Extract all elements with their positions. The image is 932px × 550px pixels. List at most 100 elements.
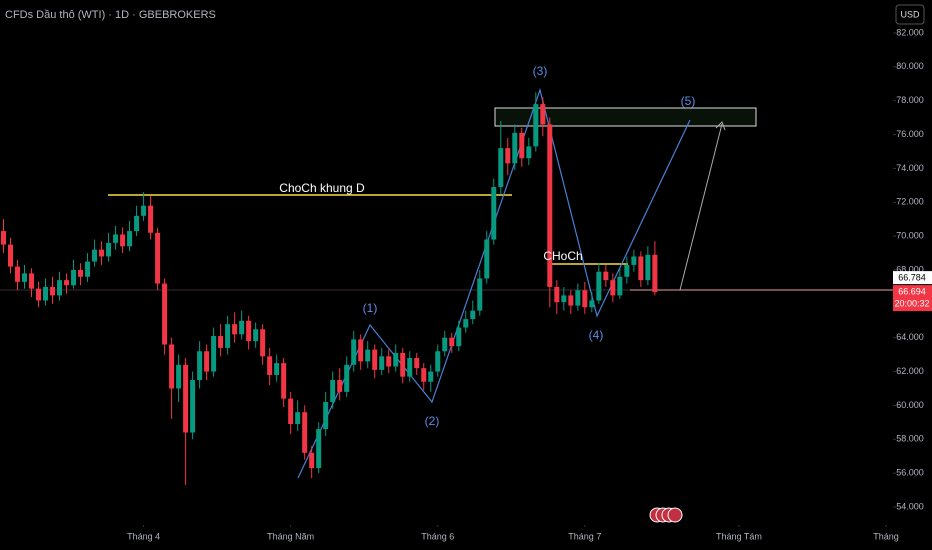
target-zone bbox=[494, 107, 757, 127]
candle-body bbox=[344, 364, 350, 392]
candle-body bbox=[505, 148, 511, 164]
candle-body bbox=[169, 344, 175, 389]
candle-body bbox=[148, 205, 154, 233]
y-tick-label: 76.000 bbox=[896, 129, 924, 139]
candle-body bbox=[519, 132, 525, 159]
candle-body bbox=[568, 295, 574, 306]
candle-body bbox=[29, 273, 35, 289]
candle-body bbox=[435, 351, 441, 372]
candle-body bbox=[386, 356, 392, 367]
wave-label: (2) bbox=[425, 414, 440, 428]
candle-body bbox=[309, 452, 315, 469]
candle-body bbox=[603, 271, 609, 281]
last-price-label: 66.694 bbox=[898, 286, 926, 296]
currency-button[interactable] bbox=[895, 4, 925, 25]
candle-body bbox=[582, 290, 588, 308]
y-tick-label: 78.000 bbox=[896, 95, 924, 105]
candle-body bbox=[176, 364, 182, 389]
candle-body bbox=[337, 380, 343, 392]
candle-body bbox=[456, 327, 462, 347]
candle-body bbox=[470, 310, 476, 320]
candle-body bbox=[610, 280, 616, 296]
candle-body bbox=[183, 364, 189, 433]
wave-label: (3) bbox=[533, 64, 548, 78]
y-tick-label: 72.000 bbox=[896, 197, 924, 207]
candle-body bbox=[624, 264, 630, 277]
projection-arrow bbox=[679, 123, 723, 291]
candle-body bbox=[512, 132, 518, 164]
candle-body bbox=[316, 429, 322, 469]
candle-body bbox=[463, 319, 469, 328]
candle-body bbox=[645, 254, 651, 281]
candle-body bbox=[120, 234, 126, 247]
y-tick-label: 60.000 bbox=[896, 400, 924, 410]
candle-body bbox=[414, 358, 420, 369]
y-tick-label: 64.000 bbox=[896, 332, 924, 342]
candle-body bbox=[43, 286, 49, 301]
candle-body bbox=[484, 239, 490, 279]
annotation: CHoCh bbox=[543, 249, 582, 263]
candle-body bbox=[239, 320, 245, 335]
candle-body bbox=[526, 146, 532, 159]
candle-body bbox=[330, 380, 336, 403]
candle-body bbox=[596, 271, 602, 301]
candle-body bbox=[1, 231, 7, 245]
candle-body bbox=[22, 273, 28, 282]
candle-body bbox=[617, 276, 623, 296]
candle-body bbox=[589, 300, 595, 308]
candle-body bbox=[267, 356, 273, 375]
last-price-box bbox=[893, 285, 932, 312]
candle-body bbox=[295, 412, 301, 425]
countdown: 20:00:32 bbox=[894, 298, 929, 308]
candle-body bbox=[141, 205, 147, 216]
candle-body bbox=[631, 256, 637, 265]
y-tick-label: 68.000 bbox=[896, 264, 924, 274]
candle-body bbox=[92, 249, 98, 262]
x-tick-label: Tháng 7 bbox=[568, 531, 601, 541]
chart-title: CFDs Dầu thô (WTI) · 1D · GBEBROKERS bbox=[5, 9, 216, 21]
candle-body bbox=[50, 286, 56, 296]
candle-body bbox=[442, 337, 448, 352]
candle-body bbox=[575, 290, 581, 306]
candle-body bbox=[281, 363, 287, 399]
candle-body bbox=[372, 349, 378, 370]
candle-body bbox=[246, 320, 252, 342]
candle-body bbox=[8, 244, 14, 267]
candle-body bbox=[561, 295, 567, 303]
price-box bbox=[893, 271, 932, 285]
x-tick-label: Tháng 4 bbox=[127, 531, 160, 541]
candle-body bbox=[85, 261, 91, 277]
candle-body bbox=[554, 286, 560, 303]
candle-body bbox=[134, 215, 140, 232]
candle-body bbox=[197, 351, 203, 381]
x-tick-label: Tháng bbox=[873, 531, 899, 541]
candle-body bbox=[232, 324, 238, 335]
candle-body bbox=[190, 380, 196, 433]
currency-label[interactable]: USD bbox=[900, 9, 920, 19]
y-tick-label: 58.000 bbox=[896, 434, 924, 444]
candle-body bbox=[358, 339, 364, 362]
candle-body bbox=[274, 363, 280, 375]
candle-body bbox=[15, 266, 21, 282]
event-icons[interactable] bbox=[649, 507, 683, 523]
candle-body bbox=[288, 398, 294, 425]
candle-body bbox=[99, 249, 105, 257]
candle-body bbox=[323, 402, 329, 430]
candle-body bbox=[162, 283, 168, 345]
y-tick-label: 54.000 bbox=[896, 501, 924, 511]
candle-body bbox=[155, 232, 161, 284]
x-tick-label: Tháng Tám bbox=[716, 531, 762, 541]
wave-label: (4) bbox=[589, 328, 604, 342]
arrow-head bbox=[715, 121, 726, 131]
wave-label: (1) bbox=[363, 301, 378, 315]
x-tick-label: Tháng 6 bbox=[421, 531, 454, 541]
candle-body bbox=[260, 329, 266, 357]
candle-body bbox=[211, 336, 217, 372]
candle-body bbox=[393, 352, 399, 367]
y-tick-label: 56.000 bbox=[896, 468, 924, 478]
candle-body bbox=[71, 270, 77, 286]
candle-body bbox=[421, 368, 427, 382]
x-tick-label: Tháng Năm bbox=[267, 531, 314, 541]
